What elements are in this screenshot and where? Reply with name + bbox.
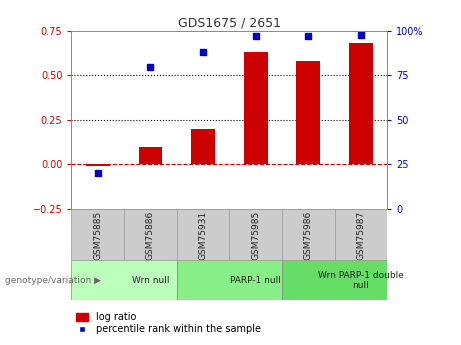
Point [199,50,207,55]
Bar [282,209,335,260]
Point [147,64,154,69]
Point [94,170,101,176]
Legend: log ratio, percentile rank within the sample: log ratio, percentile rank within the sa… [77,312,261,334]
Text: PARP-1 null: PARP-1 null [230,276,281,285]
Text: Wrn null: Wrn null [132,276,169,285]
Bar [296,61,320,164]
Bar [86,164,110,166]
Bar [139,147,162,164]
Text: GSM75987: GSM75987 [356,210,366,259]
Bar [244,52,267,164]
Text: GSM75886: GSM75886 [146,210,155,259]
Bar [71,260,177,300]
Text: GSM75931: GSM75931 [199,210,207,259]
Bar [282,260,387,300]
Text: GSM75885: GSM75885 [93,210,102,259]
Bar [229,209,282,260]
Bar [177,260,282,300]
Text: Wrn PARP-1 double
null: Wrn PARP-1 double null [318,270,404,290]
Bar [177,209,229,260]
Bar [124,209,177,260]
Text: GSM75986: GSM75986 [304,210,313,259]
Bar [71,209,124,260]
Title: GDS1675 / 2651: GDS1675 / 2651 [178,17,281,30]
Bar [349,43,373,164]
Point [305,33,312,39]
Bar [335,209,387,260]
Text: genotype/variation ▶: genotype/variation ▶ [5,276,100,285]
Point [252,33,260,39]
Bar [191,129,215,164]
Text: GSM75985: GSM75985 [251,210,260,259]
Point [357,32,365,37]
